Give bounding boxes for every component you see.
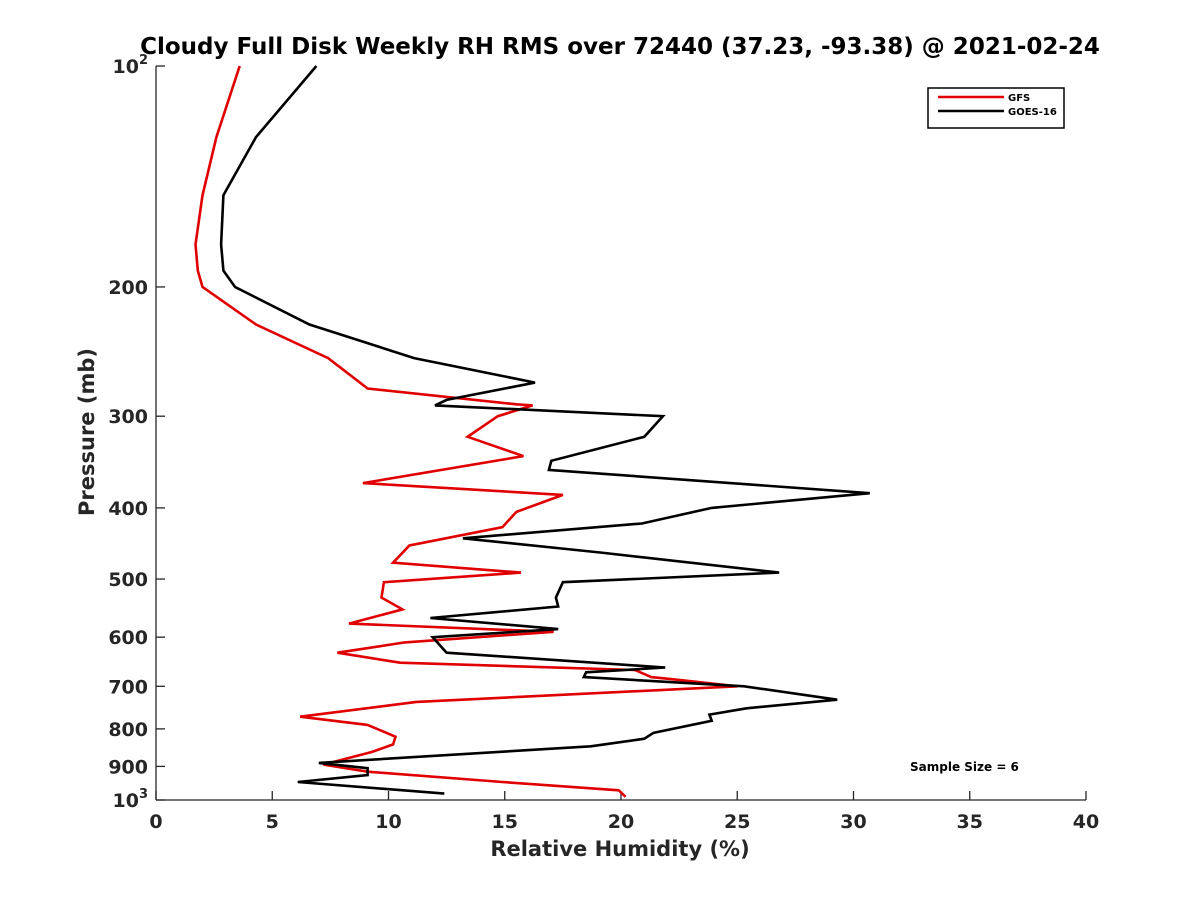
series-line-goes-16 [219,65,870,795]
x-tick-label: 0 [149,811,162,833]
y-tick-label: 900 [108,756,148,778]
x-tick-label: 20 [608,811,634,833]
y-tick-label: 500 [108,569,148,591]
legend-entry-label: GFS [1008,93,1030,104]
sample-size-annotation: Sample Size = 6 [910,760,1019,774]
x-tick-label: 40 [1073,811,1099,833]
x-tick-label: 15 [492,811,518,833]
y-tick-label: 300 [108,406,148,428]
x-tick-label: 10 [375,811,401,833]
y-axis-label: Pressure (mb) [75,348,99,516]
legend-box [927,87,1065,129]
x-axis-label: Relative Humidity (%) [490,837,749,861]
axes: 0 5 10 15 20 25 30 35 40 102 200 300 400 500 600 700 800… [108,53,1099,833]
legend-entry-label: GOES-16 [1008,107,1057,118]
legend: GFS GOES-16 [927,87,1065,129]
x-tick-label: 25 [724,811,750,833]
y-tick-label: 200 [108,277,148,299]
chart-title: Cloudy Full Disk Weekly RH RMS over 7244… [140,34,1100,60]
x-tick-label: 30 [840,811,866,833]
x-tick-label: 35 [957,811,983,833]
y-tick-label: 600 [108,627,148,649]
y-tick-label: 400 [108,498,148,520]
series-line-gfs [194,65,738,798]
y-tick-label: 800 [108,719,148,741]
series-layer [194,65,870,798]
y-tick-label: 102 [113,53,149,78]
y-tick-label: 103 [113,787,149,812]
x-tick-label: 5 [266,811,279,833]
y-tick-label: 700 [108,676,148,698]
